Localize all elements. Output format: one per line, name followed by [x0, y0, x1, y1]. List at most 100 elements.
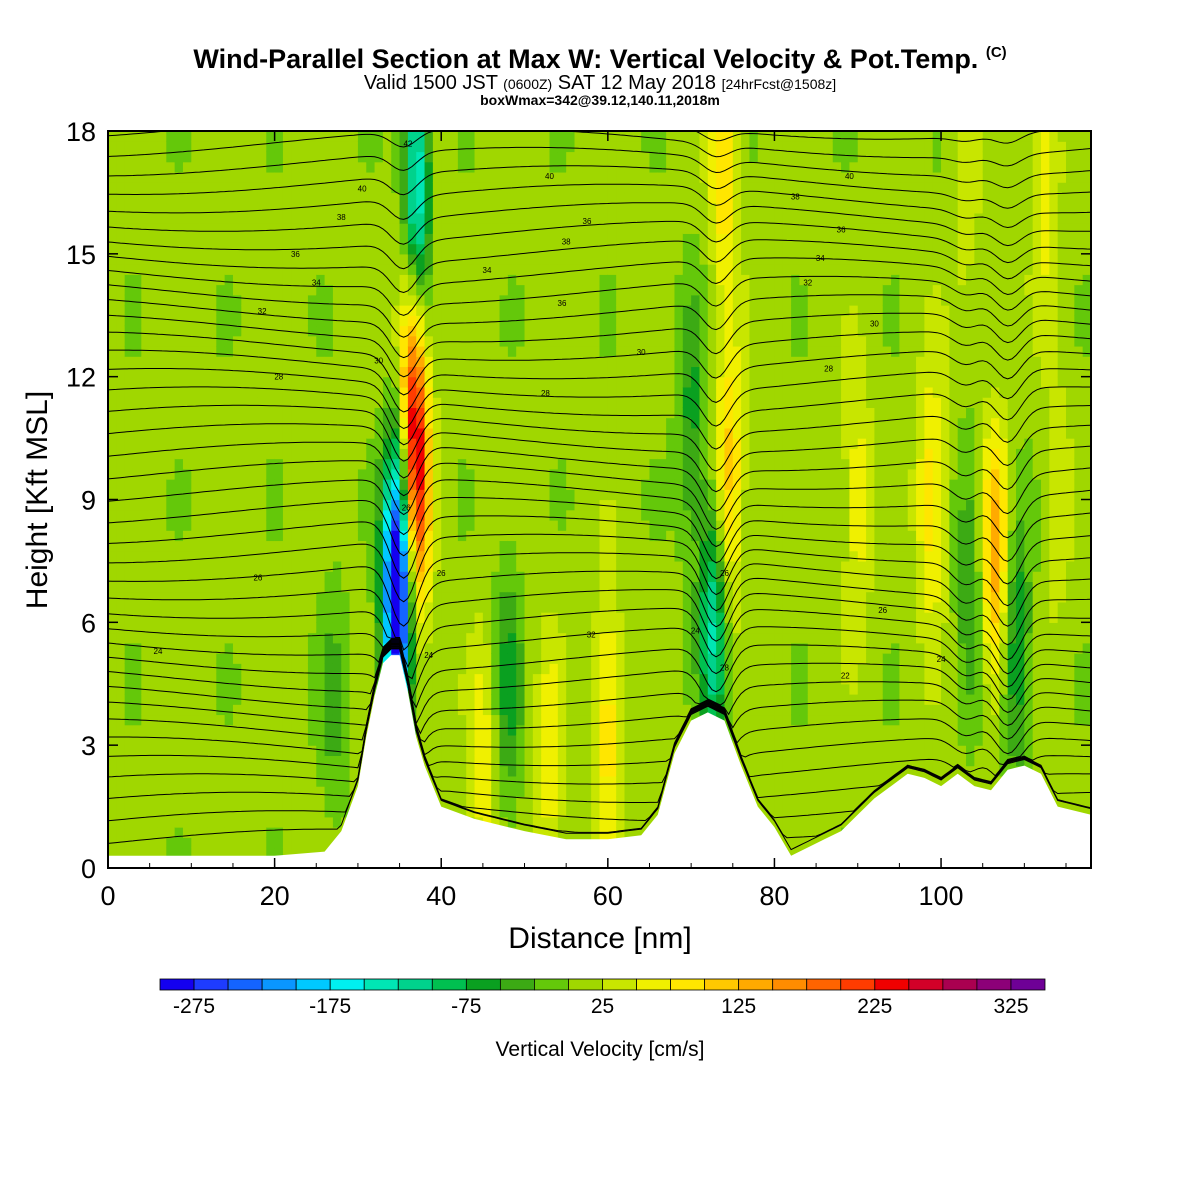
velocity-cell: [674, 366, 684, 378]
velocity-cell: [599, 489, 609, 501]
velocity-cell: [274, 632, 284, 644]
velocity-cell: [341, 489, 351, 501]
velocity-cell: [108, 264, 117, 275]
velocity-cell: [482, 335, 492, 347]
velocity-cell: [241, 540, 251, 552]
velocity-cell: [266, 837, 276, 849]
velocity-cell: [482, 325, 492, 337]
velocity-cell: [241, 591, 251, 603]
velocity-cell: [466, 274, 476, 286]
velocity-cell: [349, 560, 359, 572]
velocity-cell: [191, 765, 201, 777]
velocity-cell: [324, 683, 334, 695]
velocity-cell: [641, 775, 651, 787]
velocity-cell: [249, 386, 259, 398]
velocity-cell: [574, 243, 584, 255]
velocity-cell: [441, 243, 451, 255]
velocity-cell: [307, 356, 317, 368]
velocity-cell: [232, 806, 242, 818]
velocity-cell: [507, 264, 517, 275]
velocity-cell: [507, 345, 517, 357]
velocity-cell: [541, 509, 551, 521]
velocity-cell: [257, 775, 267, 787]
velocity-cell: [108, 755, 117, 767]
velocity-cell: [174, 704, 184, 716]
velocity-cell: [132, 407, 142, 419]
velocity-cell: [424, 151, 434, 163]
velocity-cell: [207, 212, 217, 224]
velocity-cell: [532, 632, 542, 644]
velocity-cell: [282, 642, 292, 654]
velocity-cell: [641, 397, 651, 408]
velocity-cell: [116, 786, 126, 797]
velocity-cell: [141, 755, 151, 767]
velocity-cell: [149, 407, 159, 419]
velocity-cell: [382, 212, 392, 224]
velocity-cell: [582, 642, 592, 654]
velocity-cell: [266, 632, 276, 644]
velocity-cell: [282, 171, 292, 183]
velocity-cell: [424, 315, 434, 327]
velocity-cell: [166, 683, 176, 695]
velocity-cell: [657, 693, 667, 705]
velocity-cell: [649, 632, 659, 644]
velocity-cell: [474, 397, 484, 408]
velocity-cell: [191, 673, 201, 685]
velocity-cell: [416, 724, 426, 736]
velocity-cell: [191, 519, 201, 531]
velocity-cell: [108, 745, 117, 757]
velocity-cell: [166, 233, 176, 245]
velocity-cell: [266, 407, 276, 419]
velocity-cell: [591, 305, 601, 316]
velocity-cell: [616, 693, 626, 705]
velocity-cell: [324, 734, 334, 746]
velocity-cell: [274, 233, 284, 245]
velocity-cell: [241, 386, 251, 398]
velocity-cell: [157, 724, 167, 736]
velocity-cell: [491, 816, 501, 828]
velocity-cell: [191, 284, 201, 296]
velocity-cell: [524, 448, 534, 460]
velocity-cell: [357, 591, 367, 603]
velocity-cell: [307, 335, 317, 347]
velocity-cell: [224, 141, 234, 153]
velocity-cell: [416, 673, 426, 685]
velocity-cell: [357, 233, 367, 245]
velocity-cell: [149, 642, 159, 654]
velocity-cell: [624, 499, 634, 511]
velocity-cell: [374, 407, 384, 419]
velocity-cell: [566, 571, 576, 582]
velocity-cell: [257, 663, 267, 675]
velocity-cell: [666, 417, 676, 429]
velocity-cell: [599, 427, 609, 439]
velocity-cell: [282, 376, 292, 388]
velocity-cell: [449, 253, 459, 265]
velocity-cell: [132, 663, 142, 675]
velocity-cell: [216, 673, 226, 685]
velocity-cell: [466, 345, 476, 357]
velocity-cell: [566, 745, 576, 757]
velocity-cell: [274, 786, 284, 797]
velocity-cell: [174, 786, 184, 797]
velocity-cell: [424, 356, 434, 368]
velocity-cell: [632, 591, 642, 603]
velocity-cell: [166, 427, 176, 439]
velocity-cell: [366, 653, 376, 664]
velocity-cell: [282, 519, 292, 531]
velocity-cell: [424, 632, 434, 644]
velocity-cell: [166, 704, 176, 716]
velocity-cell: [307, 509, 317, 521]
velocity-cell: [191, 335, 201, 347]
velocity-cell: [599, 274, 609, 286]
velocity-cell: [624, 653, 634, 664]
velocity-cell: [241, 653, 251, 664]
velocity-cell: [266, 366, 276, 378]
velocity-cell: [641, 591, 651, 603]
velocity-cell: [491, 131, 501, 142]
velocity-cell: [582, 141, 592, 153]
velocity-cell: [332, 581, 342, 593]
velocity-cell: [666, 622, 676, 634]
velocity-cell: [574, 182, 584, 194]
velocity-cell: [499, 141, 509, 153]
velocity-cell: [241, 704, 251, 716]
